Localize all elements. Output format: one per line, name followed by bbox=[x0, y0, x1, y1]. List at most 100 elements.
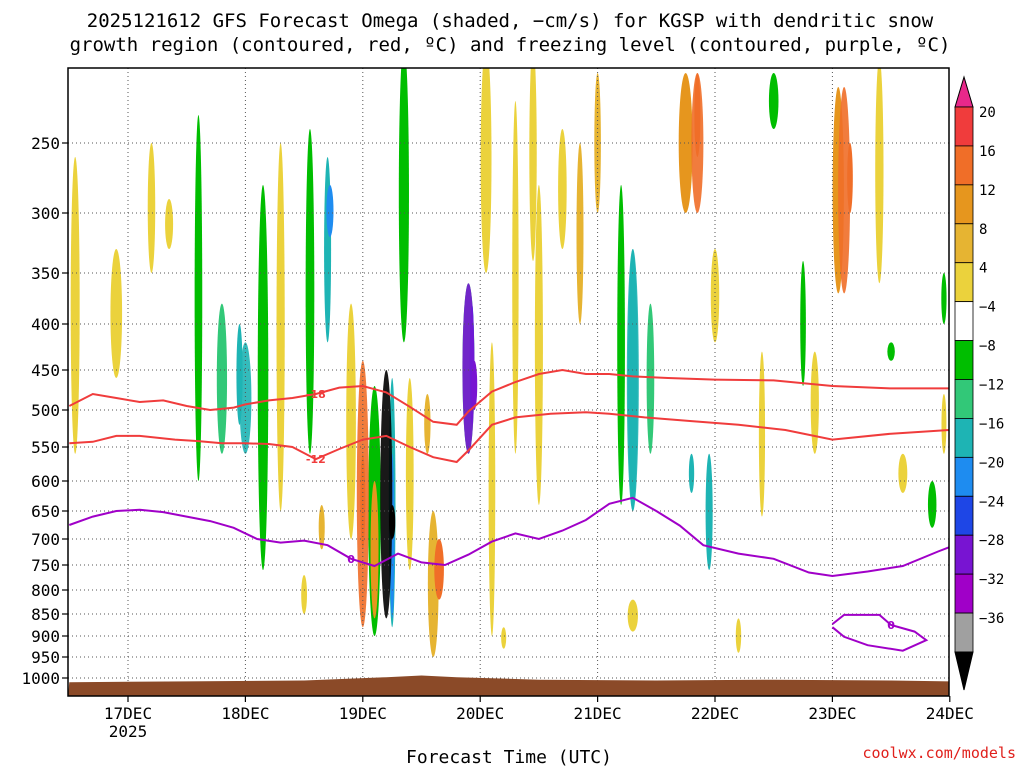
x-axis-label: Forecast Time (UTC) bbox=[406, 747, 612, 768]
omega-blob bbox=[800, 261, 806, 386]
omega-blob bbox=[147, 143, 156, 273]
colorbar-label: 4 bbox=[979, 261, 987, 277]
omega-blob bbox=[758, 351, 766, 517]
omega-blob bbox=[735, 618, 742, 653]
grid-lines bbox=[68, 68, 949, 696]
plot-frame bbox=[67, 67, 950, 697]
colorbar-label: −20 bbox=[979, 455, 1004, 471]
y-axis-ticks: 250 300 350 400 450 500 550 600 650 700 750 800 850 9… bbox=[21, 134, 68, 688]
colorbar-label: −16 bbox=[979, 416, 1004, 432]
colorbar-swatch bbox=[954, 340, 974, 380]
omega-blob bbox=[110, 249, 123, 378]
colorbar-swatch bbox=[954, 184, 974, 225]
omega-blob bbox=[534, 185, 543, 505]
omega-blob bbox=[216, 303, 228, 454]
freezing-contour-label: 0 bbox=[887, 619, 895, 632]
y-tick-label: 650 bbox=[31, 502, 60, 521]
omega-blob bbox=[346, 303, 356, 539]
y-tick-label: 300 bbox=[31, 204, 60, 223]
colorbar-swatch bbox=[954, 262, 974, 303]
omega-blob bbox=[646, 303, 655, 454]
colorbar-top-arrow bbox=[954, 75, 974, 108]
omega-blob bbox=[941, 273, 947, 324]
y-tick-label: 850 bbox=[31, 605, 60, 624]
omega-blob bbox=[501, 627, 507, 649]
credit-text[interactable]: coolwx.com/models bbox=[862, 744, 1016, 762]
omega-shading bbox=[70, 68, 947, 657]
omega-blob bbox=[705, 453, 713, 570]
terrain-area bbox=[68, 675, 949, 696]
freezing-contour-line bbox=[68, 496, 950, 578]
colorbar-label: −28 bbox=[979, 533, 1004, 549]
contour-lines: -18 -12 0 0 bbox=[68, 368, 950, 652]
omega-blob bbox=[627, 599, 638, 632]
omega-blob bbox=[194, 115, 203, 481]
colorbar-swatch bbox=[954, 456, 974, 497]
x-tick-label: 18DEC bbox=[221, 704, 269, 723]
colorbar-label: −36 bbox=[979, 611, 1004, 627]
omega-blob bbox=[875, 68, 884, 284]
colorbar-swatch bbox=[954, 106, 974, 147]
dgz-contour-label: -18 bbox=[306, 388, 326, 401]
x-axis-ticks: 17DEC 18DEC 19DEC 20DEC 21DEC 22DEC 23DEC 24DEC bbox=[104, 696, 974, 723]
y-tick-label: 450 bbox=[31, 361, 60, 380]
colorbar-label: −8 bbox=[979, 339, 996, 355]
omega-feature bbox=[691, 73, 704, 213]
omega-blob bbox=[594, 73, 601, 213]
y-tick-label: 950 bbox=[31, 648, 60, 667]
colorbar-label: 16 bbox=[979, 144, 996, 160]
omega-feature bbox=[380, 370, 393, 619]
x-tick-label: 21DEC bbox=[574, 704, 622, 723]
colorbar-label: −24 bbox=[979, 494, 1004, 510]
omega-blob bbox=[318, 505, 325, 550]
colorbar-label: 20 bbox=[979, 105, 996, 121]
omega-blob bbox=[558, 129, 567, 249]
omega-blob bbox=[70, 157, 80, 454]
y-tick-label: 550 bbox=[31, 438, 60, 457]
omega-blob bbox=[941, 394, 947, 454]
omega-blob bbox=[617, 185, 625, 505]
y-tick-label: 500 bbox=[31, 401, 60, 420]
dgz-contour-line bbox=[68, 368, 949, 426]
x-tick-label: 23DEC bbox=[808, 704, 856, 723]
colorbar-swatch bbox=[954, 301, 974, 341]
x-tick-year: 2025 bbox=[109, 722, 148, 741]
omega-blob bbox=[276, 143, 285, 511]
omega-blob bbox=[710, 249, 720, 343]
omega-blob bbox=[480, 68, 492, 273]
dgz-contour-line bbox=[69, 411, 950, 464]
y-tick-label: 750 bbox=[31, 556, 60, 575]
chart-title-line2: growth region (contoured, red, ºC) and f… bbox=[70, 34, 951, 56]
x-tick-label: 22DEC bbox=[691, 704, 739, 723]
omega-feature bbox=[239, 342, 252, 454]
y-tick-label: 1000 bbox=[21, 669, 60, 688]
omega-blob bbox=[488, 342, 496, 636]
colorbar-label: 8 bbox=[979, 222, 987, 238]
y-tick-label: 400 bbox=[31, 315, 60, 334]
omega-blob bbox=[678, 73, 693, 213]
y-tick-label: 600 bbox=[31, 472, 60, 491]
dgz-contour-label: -12 bbox=[306, 453, 326, 466]
y-tick-label: 700 bbox=[31, 530, 60, 549]
colorbar-swatch bbox=[954, 573, 974, 614]
omega-blob bbox=[301, 575, 308, 614]
omega-blob bbox=[165, 199, 174, 249]
terrain-fill bbox=[68, 675, 949, 696]
x-tick-label: 20DEC bbox=[456, 704, 504, 723]
x-tick-label: 24DEC bbox=[926, 704, 974, 723]
omega-blob bbox=[305, 129, 315, 454]
omega-feature bbox=[838, 87, 851, 294]
colorbar-swatch bbox=[954, 534, 974, 575]
omega-blob bbox=[257, 185, 269, 570]
omega-blob bbox=[688, 453, 695, 493]
omega-blob bbox=[434, 539, 444, 600]
y-tick-label: 800 bbox=[31, 581, 60, 600]
omega-blob bbox=[424, 394, 431, 454]
omega-blob bbox=[512, 101, 519, 454]
colorbar: 20 16 12 8 4 −4 −8 −12 −16 −20 −24 −28 −32 −36 bbox=[954, 75, 1004, 691]
omega-blob bbox=[887, 342, 895, 361]
colorbar-bottom-arrow bbox=[954, 651, 974, 691]
y-tick-label: 900 bbox=[31, 627, 60, 646]
y-tick-label: 350 bbox=[31, 264, 60, 283]
omega-blob bbox=[405, 378, 414, 570]
